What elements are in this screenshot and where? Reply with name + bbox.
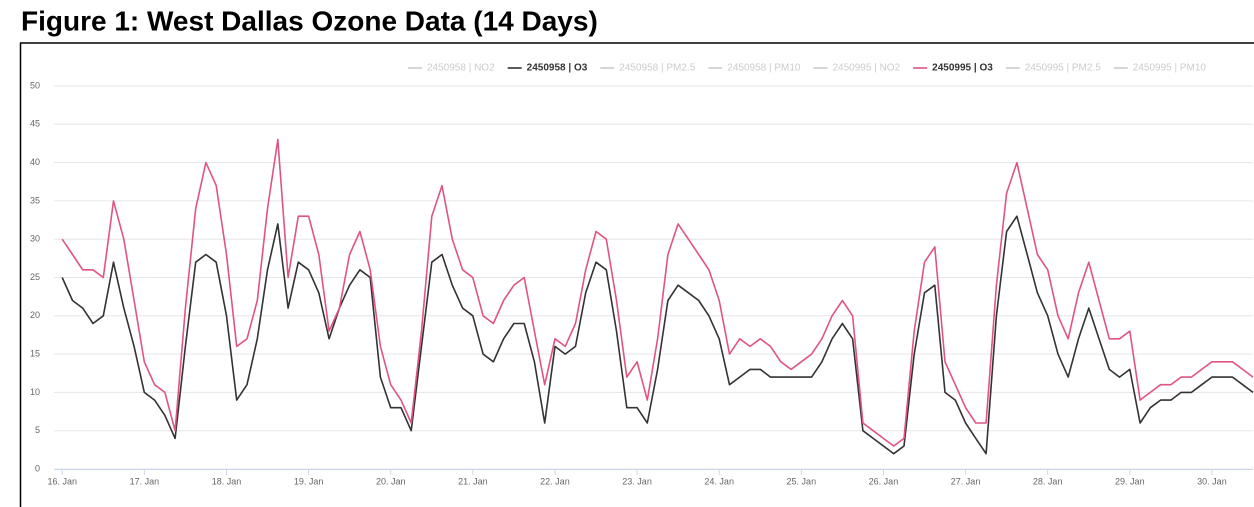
x-tick-label: 21. Jan [458, 476, 488, 486]
legend-label: 2450995 | O3 [932, 63, 993, 74]
legend-label: 2450995 | NO2 [833, 63, 901, 74]
x-tick-label: 17. Jan [130, 476, 160, 486]
y-tick-label: 35 [30, 195, 40, 205]
y-tick-label: 0 [35, 463, 40, 473]
y-tick-label: 50 [30, 80, 40, 90]
x-tick-label: 23. Jan [622, 476, 652, 486]
legend-label: 2450995 | PM10 [1133, 63, 1207, 74]
x-tick-label: 22. Jan [540, 476, 570, 486]
legend-label: 2450958 | PM10 [727, 63, 801, 74]
series-line [61, 138, 1254, 447]
x-tick-label: 24. Jan [704, 476, 734, 486]
x-tick-label: 25. Jan [787, 476, 817, 486]
y-tick-label: 15 [30, 348, 40, 358]
x-tick-label: 20. Jan [376, 476, 406, 486]
legend-label: 2450995 | PM2.5 [1025, 63, 1101, 74]
y-tick-label: 5 [35, 425, 40, 435]
legend-label: 2450958 | PM2.5 [619, 63, 695, 74]
legend-label: 2450958 | NO2 [427, 63, 495, 74]
x-tick-label: 30. Jan [1197, 476, 1227, 486]
x-tick-label: 28. Jan [1033, 476, 1063, 486]
series-line [61, 215, 1254, 455]
y-tick-label: 45 [30, 119, 40, 129]
legend-label: 2450958 | O3 [527, 63, 588, 74]
x-tick-label: 19. Jan [294, 476, 324, 486]
x-tick-label: 18. Jan [212, 476, 242, 486]
x-tick-label: 26. Jan [869, 476, 899, 486]
x-tick-label: 29. Jan [1115, 476, 1145, 486]
x-tick-label: 16. Jan [47, 476, 77, 486]
y-tick-label: 25 [30, 272, 40, 282]
y-tick-label: 10 [30, 387, 40, 397]
y-tick-label: 20 [30, 310, 40, 320]
x-tick-label: 27. Jan [951, 476, 981, 486]
chart-title: Figure 1: West Dallas Ozone Data (14 Day… [21, 5, 598, 36]
y-tick-label: 40 [30, 157, 40, 167]
y-tick-label: 30 [30, 234, 40, 244]
